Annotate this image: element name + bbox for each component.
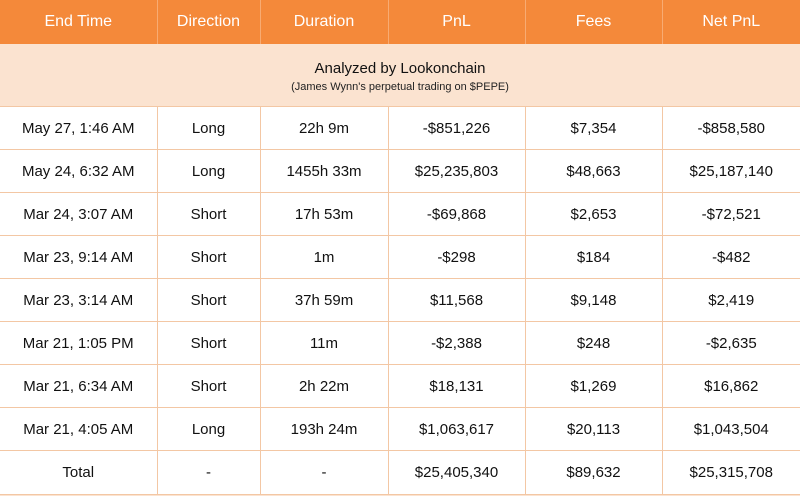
net-pnl-cell: $16,862 xyxy=(662,364,800,408)
end-time-cell: May 27, 1:46 AM xyxy=(0,106,158,150)
fees-cell: $184 xyxy=(525,235,663,279)
fees-cell: $9,148 xyxy=(525,278,663,322)
table-row: May 24, 6:32 AM Long 1455h 33m $25,235,803 $… xyxy=(0,149,800,193)
end-time-cell: Mar 23, 3:14 AM xyxy=(0,278,158,322)
header-row: End Time Direction Duration PnL Fees Net… xyxy=(0,0,800,44)
net-pnl-cell: -$72,521 xyxy=(662,192,800,236)
net-pnl-cell: $2,419 xyxy=(662,278,800,322)
end-time-cell: Mar 23, 9:14 AM xyxy=(0,235,158,279)
fees-cell: $48,663 xyxy=(525,149,663,193)
header-direction: Direction xyxy=(157,0,261,44)
duration-cell: 2h 22m xyxy=(260,364,389,408)
banner-title: Analyzed by Lookonchain xyxy=(314,59,486,77)
banner-row: Analyzed by Lookonchain (James Wynn's pe… xyxy=(0,44,800,107)
header-duration: Duration xyxy=(260,0,389,44)
direction-cell: Long xyxy=(157,407,261,451)
duration-cell: 37h 59m xyxy=(260,278,389,322)
end-time-cell: Mar 24, 3:07 AM xyxy=(0,192,158,236)
table-row: Mar 21, 1:05 PM Short 11m -$2,388 $248 -$2,63… xyxy=(0,321,800,365)
fees-cell: $2,653 xyxy=(525,192,663,236)
pnl-cell: -$851,226 xyxy=(388,106,526,150)
total-net-pnl-cell: $25,315,708 xyxy=(662,450,800,495)
direction-cell: Short xyxy=(157,364,261,408)
duration-cell: 17h 53m xyxy=(260,192,389,236)
pnl-cell: -$298 xyxy=(388,235,526,279)
duration-cell: 11m xyxy=(260,321,389,365)
table-row: Mar 21, 6:34 AM Short 2h 22m $18,131 $1,269 $… xyxy=(0,364,800,408)
fees-cell: $248 xyxy=(525,321,663,365)
fees-cell: $20,113 xyxy=(525,407,663,451)
fees-cell: $7,354 xyxy=(525,106,663,150)
pnl-cell: -$2,388 xyxy=(388,321,526,365)
total-pnl-cell: $25,405,340 xyxy=(388,450,526,495)
banner-subtitle: (James Wynn's perpetual trading on $PEPE… xyxy=(291,80,509,93)
pnl-cell: -$69,868 xyxy=(388,192,526,236)
total-fees-cell: $89,632 xyxy=(525,450,663,495)
header-pnl: PnL xyxy=(388,0,526,44)
table-row: Mar 21, 4:05 AM Long 193h 24m $1,063,617 $20… xyxy=(0,407,800,451)
header-fees: Fees xyxy=(525,0,663,44)
table-row: Mar 23, 3:14 AM Short 37h 59m $11,568 $9,148… xyxy=(0,278,800,322)
total-end-time-cell: Total xyxy=(0,450,158,495)
end-time-cell: May 24, 6:32 AM xyxy=(0,149,158,193)
direction-cell: Short xyxy=(157,278,261,322)
net-pnl-cell: -$2,635 xyxy=(662,321,800,365)
end-time-cell: Mar 21, 4:05 AM xyxy=(0,407,158,451)
fees-cell: $1,269 xyxy=(525,364,663,408)
header-end-time: End Time xyxy=(0,0,158,44)
total-duration-cell: - xyxy=(260,450,389,495)
pnl-cell: $11,568 xyxy=(388,278,526,322)
direction-cell: Long xyxy=(157,149,261,193)
table-row: Mar 24, 3:07 AM Short 17h 53m -$69,868 $2,65… xyxy=(0,192,800,236)
pnl-cell: $25,235,803 xyxy=(388,149,526,193)
end-time-cell: Mar 21, 6:34 AM xyxy=(0,364,158,408)
total-direction-cell: - xyxy=(157,450,261,495)
direction-cell: Short xyxy=(157,235,261,279)
direction-cell: Long xyxy=(157,106,261,150)
header-net-pnl: Net PnL xyxy=(662,0,800,44)
banner-cell: Analyzed by Lookonchain (James Wynn's pe… xyxy=(0,44,800,107)
duration-cell: 1455h 33m xyxy=(260,149,389,193)
duration-cell: 22h 9m xyxy=(260,106,389,150)
pnl-cell: $18,131 xyxy=(388,364,526,408)
duration-cell: 193h 24m xyxy=(260,407,389,451)
direction-cell: Short xyxy=(157,321,261,365)
net-pnl-cell: $25,187,140 xyxy=(662,149,800,193)
net-pnl-cell: -$482 xyxy=(662,235,800,279)
table-row: Mar 23, 9:14 AM Short 1m -$298 $184 -$482 xyxy=(0,235,800,279)
table-row: May 27, 1:46 AM Long 22h 9m -$851,226 $7,354… xyxy=(0,106,800,150)
end-time-cell: Mar 21, 1:05 PM xyxy=(0,321,158,365)
direction-cell: Short xyxy=(157,192,261,236)
table-body: Analyzed by Lookonchain (James Wynn's pe… xyxy=(0,44,800,495)
duration-cell: 1m xyxy=(260,235,389,279)
pnl-cell: $1,063,617 xyxy=(388,407,526,451)
net-pnl-cell: -$858,580 xyxy=(662,106,800,150)
total-row: Total - - $25,405,340 $89,632 $25,315,708 xyxy=(0,450,800,495)
net-pnl-cell: $1,043,504 xyxy=(662,407,800,451)
